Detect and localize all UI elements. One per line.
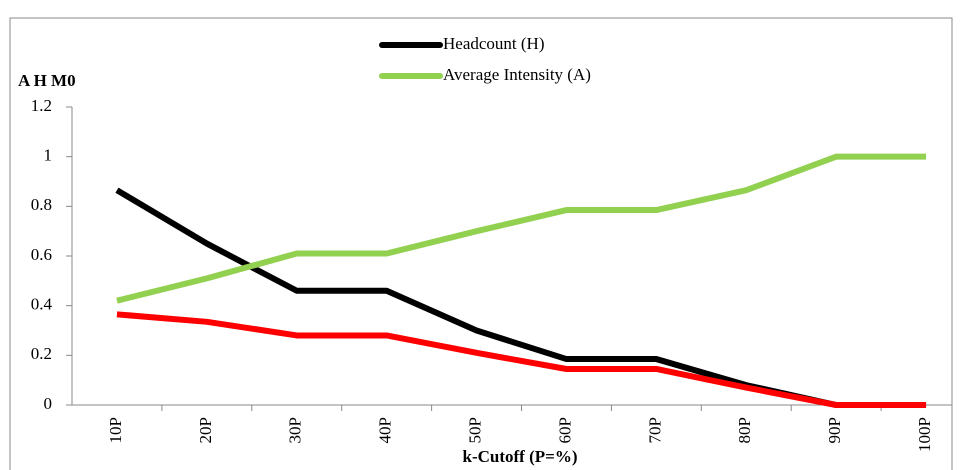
x-tick-label: 50P bbox=[465, 417, 484, 443]
series-line bbox=[116, 153, 927, 304]
x-tick-label: 100P bbox=[915, 417, 934, 452]
x-tick-label: 90P bbox=[825, 417, 844, 443]
x-tick-label: 80P bbox=[735, 417, 754, 443]
y-tick-label: 1.2 bbox=[31, 96, 52, 115]
x-tick-label: 30P bbox=[286, 417, 305, 443]
x-tick-label: 70P bbox=[645, 417, 664, 443]
x-tick-label: 40P bbox=[376, 417, 395, 443]
y-tick-label: 0.8 bbox=[31, 195, 52, 214]
y-tick-label: 0.4 bbox=[31, 295, 53, 314]
y-tick-label: 0.6 bbox=[31, 245, 52, 264]
x-tick-label: 20P bbox=[196, 417, 215, 443]
y-axis-label: A H M0 bbox=[18, 71, 76, 90]
legend-label: Headcount (H) bbox=[443, 34, 545, 53]
x-tick-label: 10P bbox=[106, 417, 125, 443]
series-line bbox=[116, 311, 927, 408]
y-tick-label: 1 bbox=[44, 146, 53, 165]
y-tick-label: 0.2 bbox=[31, 344, 52, 363]
chart-frame bbox=[9, 17, 953, 470]
y-tick-label: 0 bbox=[44, 394, 53, 413]
legend-label: Average Intensity (A) bbox=[443, 65, 591, 84]
x-axis-label: k-Cutoff (P=%) bbox=[463, 447, 578, 466]
x-tick-label: 60P bbox=[555, 417, 574, 443]
